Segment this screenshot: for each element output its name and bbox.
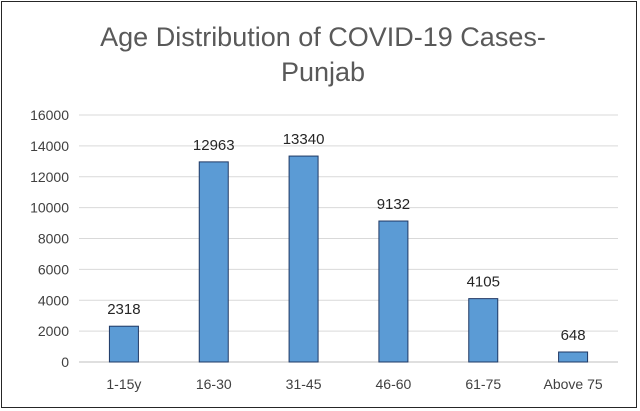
y-tick-label: 14000: [30, 138, 69, 154]
data-label: 9132: [377, 196, 410, 213]
data-labels: 2318 12963 13340 9132 4105 648: [107, 131, 585, 344]
bar-61-75: [468, 298, 499, 363]
bar-46-60: [378, 220, 409, 363]
y-tick-label: 16000: [30, 107, 69, 123]
data-label: 2318: [107, 301, 140, 318]
x-tick-label: 31-45: [286, 376, 322, 392]
bar-above-75: [558, 351, 589, 363]
x-tick-label: 46-60: [376, 376, 412, 392]
x-tick-label: 61-75: [465, 376, 501, 392]
data-label: 648: [561, 327, 586, 344]
y-axis-ticks: 0 2000 4000 6000 8000 10000 12000 14000 16000: [30, 107, 69, 370]
chart-title-line-2: Punjab: [281, 57, 365, 87]
y-tick-label: 8000: [38, 231, 69, 247]
gridlines: [79, 114, 618, 363]
x-tick-label: 1-15y: [106, 376, 141, 392]
data-label: 4105: [467, 274, 500, 291]
x-tick-label: 16-30: [196, 376, 232, 392]
bars: [108, 155, 589, 363]
y-tick-label: 6000: [38, 261, 69, 277]
y-tick-label: 12000: [30, 169, 69, 185]
y-tick-label: 4000: [38, 292, 69, 308]
data-label: 13340: [283, 131, 325, 148]
bar-16-30: [198, 161, 229, 363]
y-tick-label: 2000: [38, 323, 69, 339]
y-tick-label: 0: [61, 354, 69, 370]
data-label: 12963: [193, 137, 235, 154]
y-tick-label: 10000: [30, 200, 69, 216]
x-tick-label: Above 75: [543, 376, 602, 392]
bar-31-45: [288, 155, 319, 363]
chart-title-line-1: Age Distribution of COVID-19 Cases-: [100, 22, 546, 52]
x-axis-ticks: 1-15y 16-30 31-45 46-60 61-75 Above 75: [106, 376, 602, 392]
bar-1-15y: [108, 325, 139, 363]
